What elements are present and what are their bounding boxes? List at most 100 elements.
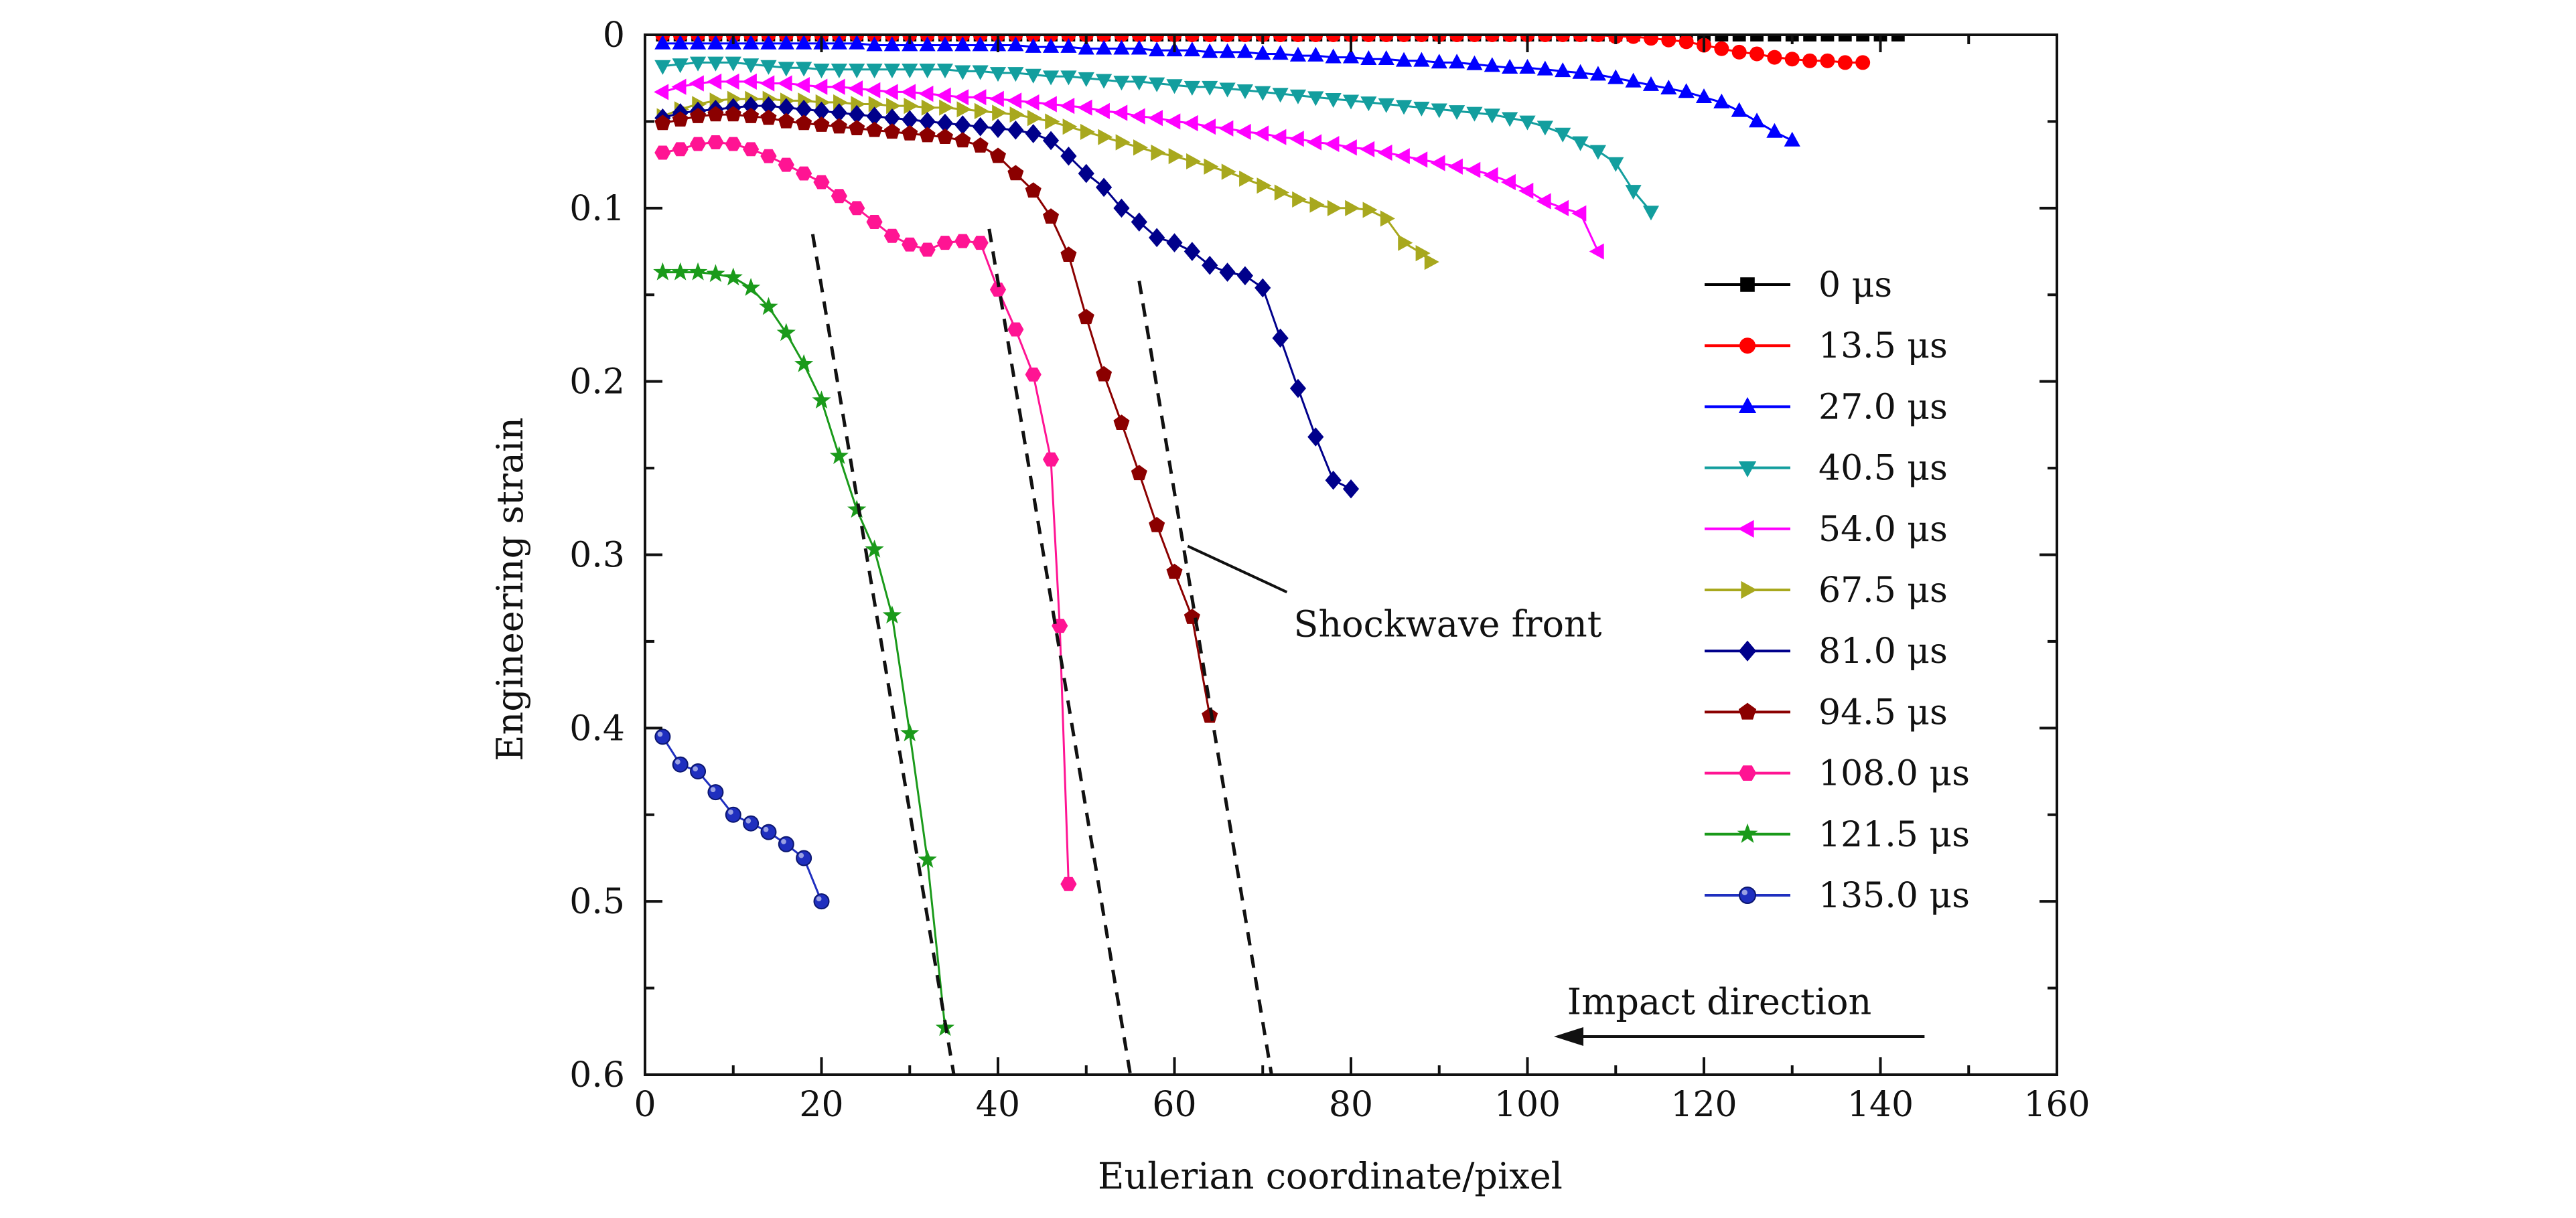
data-point-pentagon [1184, 609, 1200, 624]
data-point-triangle-up [778, 35, 794, 50]
data-point-hexagon [972, 236, 989, 250]
data-point-star [741, 278, 761, 296]
data-point-triangle-up [866, 36, 883, 52]
data-point-triangle-down [760, 60, 777, 75]
data-point-hexagon [760, 149, 777, 163]
data-point-circle [1096, 35, 1112, 42]
y-tick-label: 0 [603, 15, 625, 56]
data-point-diamond [866, 106, 883, 126]
data-point-triangle-up [760, 35, 777, 50]
data-point-circle [1237, 35, 1253, 42]
data-point-triangle-up [1149, 42, 1165, 57]
data-point-square [1803, 35, 1816, 42]
data-point-triangle-right [1080, 123, 1095, 141]
data-point-triangle-down [1360, 96, 1377, 112]
data-point-triangle-down [1555, 127, 1571, 143]
data-point-sphere [707, 784, 724, 801]
data-point-triangle-right [921, 99, 936, 116]
data-point-triangle-up [1131, 40, 1147, 55]
data-point-sphere-highlight [798, 852, 804, 858]
data-point-triangle-down [796, 62, 812, 77]
x-tick-label: 40 [976, 1085, 1020, 1125]
data-point-circle [1626, 35, 1641, 44]
series-line [662, 113, 1211, 716]
data-point-square [1838, 35, 1852, 42]
data-point-triangle-left [936, 87, 951, 104]
data-point-square [1715, 35, 1729, 42]
legend-item: 0 μs [1705, 265, 1892, 305]
data-point-pentagon [1007, 165, 1024, 181]
data-point-triangle-right [1221, 163, 1236, 180]
data-point-sphere [672, 756, 689, 773]
data-point-triangle-down [902, 63, 918, 78]
data-point-diamond [1202, 255, 1218, 275]
data-point-triangle-right [1062, 119, 1078, 135]
data-point-triangle-down [1184, 80, 1200, 96]
data-point-triangle-up [831, 35, 847, 50]
legend-item: 121.5 μs [1705, 815, 1970, 855]
data-point-triangle-up [654, 35, 671, 50]
data-point-hexagon [902, 237, 918, 252]
data-point-triangle-left [848, 80, 863, 97]
data-point-triangle-right [1009, 106, 1025, 123]
data-point-pentagon [954, 132, 971, 148]
data-point-pentagon [972, 137, 989, 153]
data-point-triangle-down [1166, 79, 1183, 94]
data-point-pentagon [1166, 563, 1183, 579]
series-pentagon [654, 106, 1218, 723]
data-point-triangle-up [1766, 123, 1783, 138]
data-point-circle [1855, 55, 1871, 70]
data-point-triangle-left [1465, 161, 1481, 178]
data-point-sphere [690, 763, 707, 780]
data-point-sphere [813, 893, 830, 910]
data-point-triangle-left [1518, 182, 1534, 200]
data-point-triangle-up [1289, 46, 1307, 62]
legend-item: 40.5 μs [1705, 449, 1948, 489]
data-point-triangle-down [866, 63, 883, 78]
data-point-pentagon [883, 123, 900, 139]
data-point-triangle-right [1292, 191, 1307, 208]
data-point-star [688, 262, 708, 281]
data-point-circle [1290, 35, 1305, 42]
legend-label: 94.5 μs [1818, 692, 1948, 733]
data-point-star [1737, 823, 1758, 843]
data-point-triangle-left [1024, 94, 1040, 111]
data-point-circle [1767, 50, 1782, 65]
data-point-hexagon [866, 215, 883, 230]
data-point-triangle-up [1255, 45, 1271, 60]
data-point-triangle-right [1327, 200, 1342, 216]
data-point-triangle-down [849, 63, 865, 78]
data-point-circle [1202, 35, 1218, 42]
data-point-pentagon [760, 109, 777, 125]
data-point-triangle-down [707, 56, 724, 72]
data-point-triangle-down [1078, 72, 1094, 87]
data-point-star [723, 267, 743, 286]
data-point-triangle-up [1325, 48, 1342, 64]
data-point-triangle-down [1395, 100, 1413, 115]
legend: 0 μs 13.5 μs 27.0 μs 40.5 μs 54.0 μs 67.5 μs 8… [1705, 265, 1970, 916]
data-point-circle [1555, 35, 1571, 42]
shockwave-front-dashed-line [987, 228, 1133, 1075]
data-point-triangle-right [1424, 253, 1439, 271]
data-point-circle [1114, 35, 1129, 42]
data-point-sphere [1739, 887, 1756, 904]
data-point-triangle-down [1378, 98, 1394, 113]
data-point-triangle-left [1165, 113, 1181, 130]
data-point-pentagon [1043, 208, 1060, 224]
data-point-triangle-left [1589, 243, 1604, 260]
legend-item: 108.0 μs [1705, 754, 1970, 794]
data-point-triangle-left [1060, 98, 1075, 115]
legend-label: 27.0 μs [1818, 387, 1948, 427]
data-point-triangle-down [1255, 86, 1271, 101]
data-point-triangle-up [883, 36, 900, 52]
data-point-pentagon [707, 106, 724, 122]
data-point-diamond [883, 108, 900, 128]
x-tick-label: 80 [1329, 1085, 1373, 1125]
data-point-sphere [796, 850, 812, 866]
data-point-sphere [654, 729, 671, 745]
data-point-pentagon [813, 116, 830, 132]
data-point-triangle-up [1060, 37, 1077, 53]
data-point-star [653, 262, 672, 281]
series-triangle-down [654, 56, 1660, 221]
data-point-diamond [1042, 131, 1060, 151]
